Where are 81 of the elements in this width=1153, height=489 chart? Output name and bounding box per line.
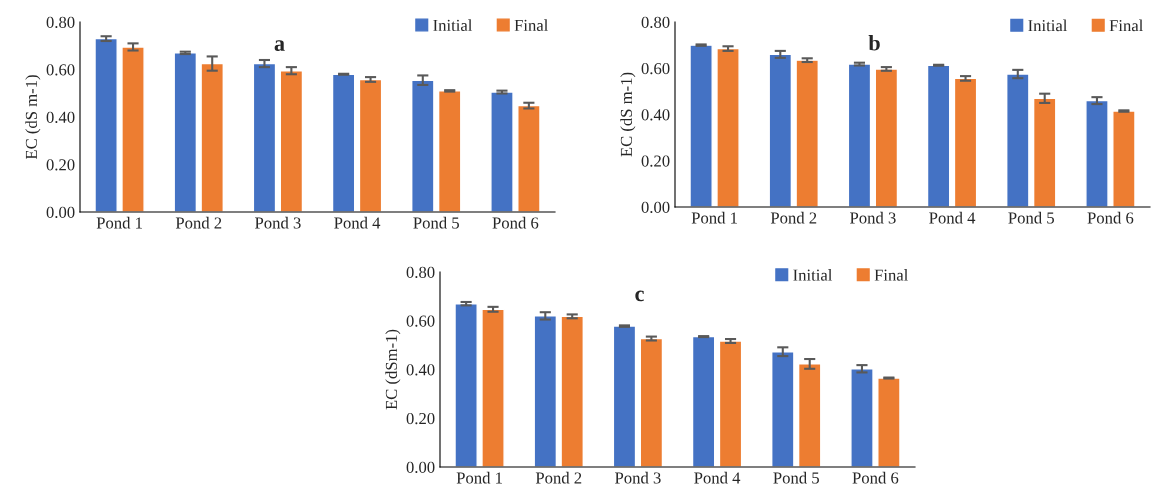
y-tick-label: 0.80 <box>46 16 75 29</box>
x-tick-label: Pond 3 <box>255 216 301 229</box>
bar <box>612 325 637 467</box>
y-tick-label: 0.60 <box>641 62 670 75</box>
bar <box>200 62 224 212</box>
legend-label: Initial <box>1028 19 1068 32</box>
bar <box>454 302 478 467</box>
text: a <box>274 40 285 51</box>
bar <box>411 79 435 212</box>
chart-title: b <box>868 34 880 51</box>
x-tick-label: Pond 6 <box>1087 211 1134 224</box>
y-tick-label: 0.80 <box>406 266 435 279</box>
bar <box>252 62 277 212</box>
y-tick-label: 0.80 <box>641 16 670 29</box>
y-axis-title: EC (dSm-1) <box>385 329 401 410</box>
y-tick-label: 0.00 <box>406 461 435 474</box>
bar <box>797 363 822 467</box>
y-tick-label: 0.00 <box>641 201 670 214</box>
y-tick-label: 0.60 <box>406 315 435 327</box>
bar <box>533 315 558 467</box>
bar <box>768 53 793 207</box>
text: c <box>635 290 644 302</box>
bar <box>1032 97 1057 207</box>
bar <box>279 69 304 212</box>
bar <box>877 377 901 467</box>
bar <box>1085 99 1109 207</box>
bar <box>121 46 145 212</box>
y-tick-label: 0.20 <box>46 159 75 171</box>
bar <box>331 73 356 212</box>
y-tick-label: 0.20 <box>406 412 435 425</box>
y-axis-title: EC (dS m-1) <box>25 75 41 160</box>
bar <box>718 340 743 467</box>
x-tick-label: Pond 3 <box>850 211 896 224</box>
bar <box>691 335 716 467</box>
bar <box>437 90 462 212</box>
bar <box>639 337 664 467</box>
y-tick-label: 0.20 <box>641 155 670 167</box>
bar <box>795 59 819 207</box>
bar <box>1006 73 1030 207</box>
x-tick-label: Pond 4 <box>929 211 976 224</box>
bar <box>517 104 541 212</box>
bar <box>560 315 584 467</box>
bar <box>490 91 514 212</box>
bar <box>847 63 872 207</box>
legend-label: Final <box>1109 19 1143 32</box>
x-tick-label: Pond 2 <box>770 211 817 224</box>
x-tick-label: Pond 1 <box>691 211 737 224</box>
y-tick-label: 0.40 <box>406 364 435 376</box>
bar <box>926 64 951 207</box>
x-tick-label: Pond 6 <box>492 216 539 229</box>
x-tick-label: Pond 3 <box>615 471 661 484</box>
legend-label: Final <box>874 269 908 281</box>
x-tick-label: Pond 5 <box>773 471 819 484</box>
x-tick-label: Pond 1 <box>96 216 142 229</box>
y-axis-title: EC (dS m-1) <box>620 72 636 157</box>
y-tick-label: 0.40 <box>641 109 670 121</box>
bar <box>850 368 874 467</box>
x-tick-label: Pond 4 <box>334 216 381 229</box>
bar <box>771 351 795 467</box>
bar <box>481 308 505 467</box>
x-tick-label: Pond 5 <box>413 216 459 229</box>
x-tick-label: Pond 4 <box>694 471 741 484</box>
legend-label: Final <box>514 19 548 31</box>
bar <box>953 77 978 207</box>
bar <box>689 44 713 207</box>
legend-label: Initial <box>793 269 833 281</box>
x-tick-label: Pond 2 <box>175 216 222 229</box>
x-tick-label: Pond 2 <box>535 471 582 484</box>
legend-label: Initial <box>433 19 473 31</box>
y-tick-label: 0.00 <box>46 206 75 219</box>
bar <box>173 52 198 212</box>
bar <box>358 78 383 212</box>
bar <box>1112 110 1136 207</box>
x-tick-label: Pond 1 <box>456 471 502 484</box>
x-tick-label: Pond 5 <box>1008 211 1054 224</box>
x-tick-label: Pond 6 <box>852 471 899 484</box>
y-tick-label: 0.40 <box>46 111 75 124</box>
y-tick-label: 0.60 <box>46 64 75 76</box>
bar <box>716 47 740 207</box>
bar <box>94 37 118 212</box>
bar <box>874 68 899 207</box>
